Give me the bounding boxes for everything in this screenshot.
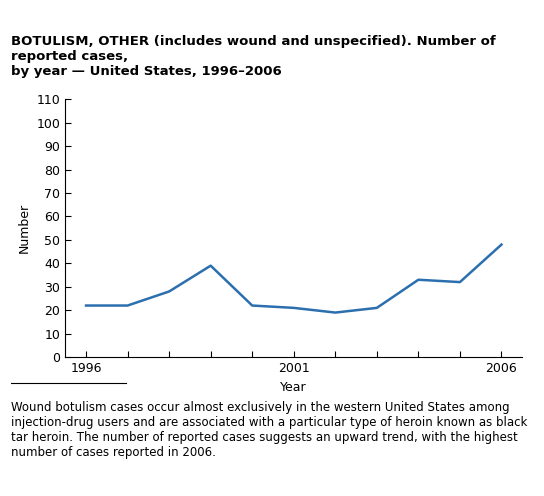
Y-axis label: Number: Number <box>18 203 31 253</box>
Text: Wound botulism cases occur almost exclusively in the western United States among: Wound botulism cases occur almost exclus… <box>11 401 527 459</box>
X-axis label: Year: Year <box>281 380 307 393</box>
Text: BOTULISM, OTHER (includes wound and unspecified). Number of reported cases,
by y: BOTULISM, OTHER (includes wound and unsp… <box>11 35 496 78</box>
